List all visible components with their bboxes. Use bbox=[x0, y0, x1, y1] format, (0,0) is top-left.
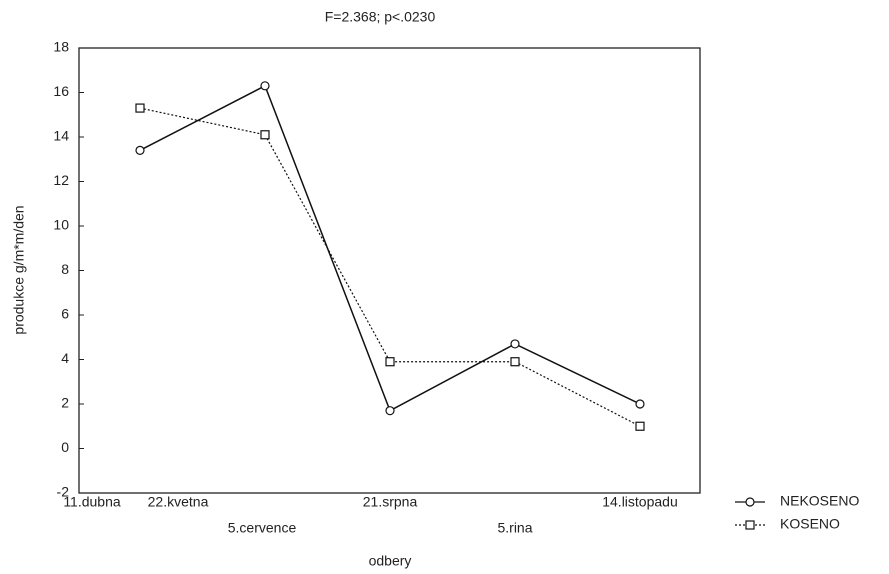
y-tick-label: 18 bbox=[53, 39, 69, 55]
data-point bbox=[635, 421, 645, 431]
y-tick-label: -2 bbox=[57, 484, 70, 500]
legend-label: KOSENO bbox=[780, 516, 840, 532]
data-point bbox=[510, 339, 520, 349]
y-tick-label: 16 bbox=[53, 83, 69, 99]
data-point bbox=[635, 399, 645, 409]
x-tick-label: 11.dubna bbox=[63, 494, 121, 510]
x-tick-label: 5.cervence bbox=[228, 520, 297, 536]
y-tick-label: 12 bbox=[53, 172, 69, 188]
y-tick-label: 8 bbox=[61, 261, 69, 277]
y-tick-label: 2 bbox=[61, 395, 69, 411]
legend-marker bbox=[745, 520, 755, 530]
series-line bbox=[139, 107, 641, 427]
x-tick-label: 22.kvetna bbox=[148, 494, 209, 510]
chart-title: F=2.368; p<.0230 bbox=[325, 9, 436, 25]
data-point bbox=[385, 357, 395, 367]
legend-label: NEKOSENO bbox=[780, 493, 859, 509]
y-tick-label: 10 bbox=[53, 217, 69, 233]
y-tick-label: 0 bbox=[61, 439, 69, 455]
legend-marker bbox=[745, 497, 755, 507]
x-axis-label: odbery bbox=[369, 553, 412, 569]
data-point bbox=[260, 130, 270, 140]
y-tick-label: 14 bbox=[53, 128, 69, 144]
data-point bbox=[260, 81, 270, 91]
y-axis-label: produkce g/m*m/den bbox=[11, 205, 27, 334]
data-point bbox=[510, 357, 520, 367]
data-point bbox=[135, 145, 145, 155]
x-tick-label: 5.rina bbox=[497, 520, 532, 536]
y-tick-label: 6 bbox=[61, 306, 69, 322]
y-tick-label: 4 bbox=[61, 350, 69, 366]
data-point bbox=[135, 103, 145, 113]
x-tick-label: 14.listopadu bbox=[602, 494, 678, 510]
data-point bbox=[385, 406, 395, 416]
x-tick-label: 21.srpna bbox=[363, 494, 418, 510]
